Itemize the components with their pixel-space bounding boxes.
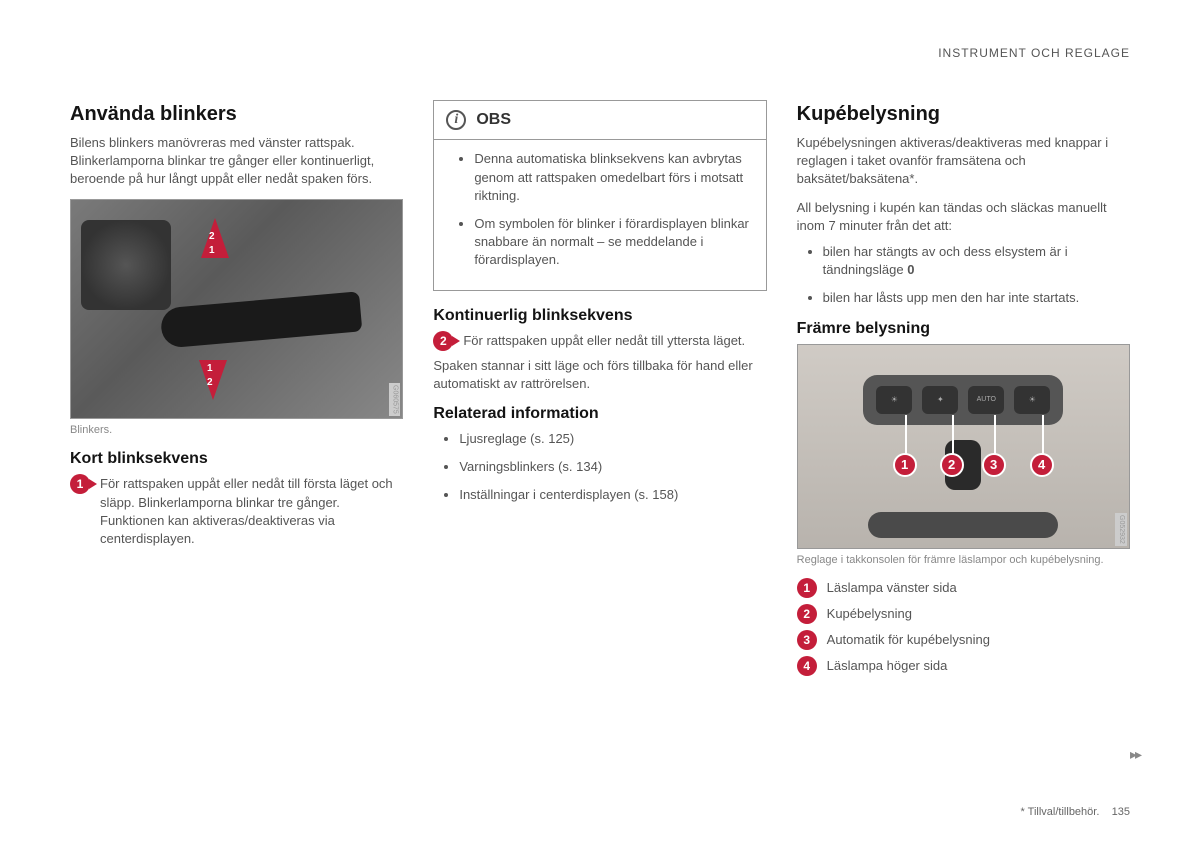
page-number: 135 (1112, 806, 1130, 818)
list-item: Denna automatiska blinksekvens kan avbry… (474, 150, 751, 205)
section-title: Använda blinkers (70, 100, 403, 128)
column-1: Använda blinkers Bilens blinkers manövre… (70, 100, 403, 682)
vent-graphic (81, 220, 171, 310)
legend-item: 3 Automatik för kupébelysning (797, 630, 1130, 650)
callout-line (952, 415, 954, 455)
subsection-title: Kontinuerlig blinksekvens (433, 305, 766, 327)
step-text: För rattspaken uppåt eller nedåt till yt… (463, 331, 766, 350)
figure-caption: Blinkers. (70, 423, 403, 438)
obs-body: Denna automatiska blinksekvens kan avbry… (434, 140, 765, 289)
obs-title: OBS (476, 109, 511, 131)
figure-console: ☀ ✦ AUTO ☀ 1 2 3 4 G052932 (797, 344, 1130, 549)
paragraph: Spaken stannar i sitt läge och förs till… (433, 357, 766, 393)
callout-badge: 3 (982, 453, 1006, 477)
content-columns: Använda blinkers Bilens blinkers manövre… (70, 100, 1130, 682)
legend-number-icon: 4 (797, 656, 817, 676)
continue-icon: ▸▸ (1130, 745, 1140, 765)
info-icon: i (446, 110, 466, 130)
list-item: Inställningar i centerdisplayen (s. 158) (459, 486, 766, 504)
image-id: G060575 (389, 383, 401, 416)
arrow-label: 21 (209, 230, 215, 258)
legend-number-icon: 2 (797, 604, 817, 624)
console-button-icon: ✦ (922, 386, 958, 414)
arrow-up-icon (201, 218, 229, 258)
page-footer: * Tillval/tillbehör. 135 (1021, 805, 1130, 820)
legend-text: Kupébelysning (827, 604, 1130, 623)
obs-list: Denna automatiska blinksekvens kan avbry… (448, 150, 751, 269)
callout-badge: 2 (940, 453, 964, 477)
legend-number-icon: 3 (797, 630, 817, 650)
bullet-list: bilen har stängts av och dess elsystem ä… (797, 243, 1130, 308)
bold-text: 0 (907, 262, 914, 277)
section-title: Kupébelysning (797, 100, 1130, 128)
footnote: * Tillval/tillbehör. (1021, 806, 1100, 818)
subsection-title: Främre belysning (797, 318, 1130, 340)
list-item: Om symbolen för blinker i förardisplayen… (474, 215, 751, 270)
console-button-icon: ☀ (876, 386, 912, 414)
callout-line (994, 415, 996, 455)
obs-header: i OBS (434, 101, 765, 140)
console-panel: ☀ ✦ AUTO ☀ (863, 375, 1063, 425)
callout-badge: 4 (1030, 453, 1054, 477)
legend-item: 4 Läslampa höger sida (797, 656, 1130, 676)
list-item: bilen har låsts upp men den har inte sta… (823, 289, 1130, 307)
stalk-graphic (160, 291, 363, 348)
related-list: Ljusreglage (s. 125) Varningsblinkers (s… (433, 430, 766, 505)
callout-line (905, 415, 907, 455)
legend-text: Läslampa höger sida (827, 656, 1130, 675)
list-item: Varningsblinkers (s. 134) (459, 458, 766, 476)
console-button-icon: AUTO (968, 386, 1004, 414)
legend-number-icon: 1 (797, 578, 817, 598)
text: bilen har stängts av och dess elsystem ä… (823, 244, 1068, 277)
legend-item: 1 Läslampa vänster sida (797, 578, 1130, 598)
callout-line (1042, 415, 1044, 455)
legend-text: Automatik för kupébelysning (827, 630, 1130, 649)
step-number-icon: 2 (433, 331, 453, 351)
arrow-down-icon (199, 360, 227, 400)
paragraph: All belysning i kupén kan tändas och slä… (797, 199, 1130, 235)
numbered-step: 2 För rattspaken uppåt eller nedåt till … (433, 331, 766, 351)
intro-paragraph: Kupébelysningen aktiveras/deaktiveras me… (797, 134, 1130, 189)
obs-note-box: i OBS Denna automatiska blinksekvens kan… (433, 100, 766, 291)
step-text: För rattspaken uppåt eller nedåt till fö… (100, 474, 403, 548)
numbered-step: 1 För rattspaken uppåt eller nedåt till … (70, 474, 403, 548)
list-item: bilen har stängts av och dess elsystem ä… (823, 243, 1130, 279)
column-2: i OBS Denna automatiska blinksekvens kan… (433, 100, 766, 682)
callout-badge: 1 (893, 453, 917, 477)
legend-item: 2 Kupébelysning (797, 604, 1130, 624)
subsection-title: Kort blinksekvens (70, 448, 403, 470)
figure-blinkers: 21 12 G060575 (70, 199, 403, 419)
bottom-panel-graphic (868, 512, 1058, 538)
step-number-icon: 1 (70, 474, 90, 494)
subsection-title: Relaterad information (433, 403, 766, 425)
figure-caption: Reglage i takkonsolen för främre läslamp… (797, 553, 1130, 568)
arrow-label: 12 (207, 362, 213, 390)
intro-paragraph: Bilens blinkers manövreras med vänster r… (70, 134, 403, 189)
page-header: INSTRUMENT OCH REGLAGE (938, 45, 1130, 62)
legend-text: Läslampa vänster sida (827, 578, 1130, 597)
console-button-icon: ☀ (1014, 386, 1050, 414)
column-3: Kupébelysning Kupébelysningen aktiveras/… (797, 100, 1130, 682)
list-item: Ljusreglage (s. 125) (459, 430, 766, 448)
image-id: G052932 (1115, 513, 1127, 546)
